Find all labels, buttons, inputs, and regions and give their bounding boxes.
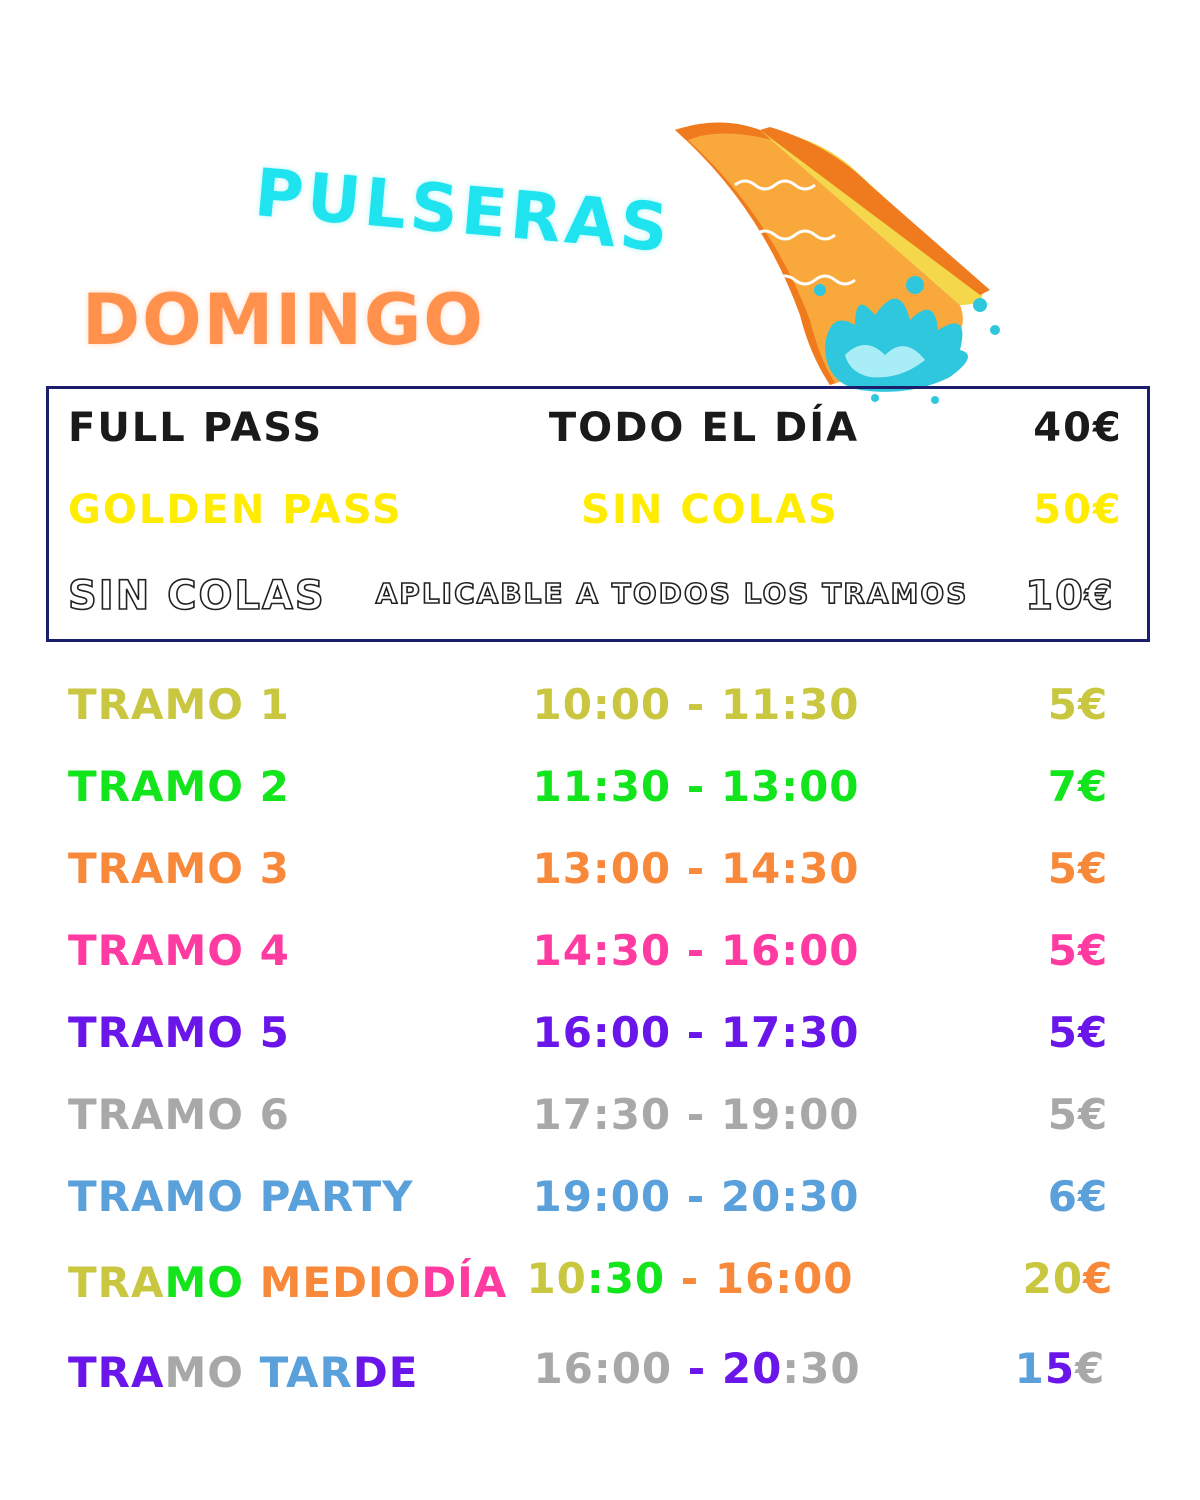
- tramo-name: TRAMO TARDE: [68, 1352, 418, 1394]
- tramo-price-segment: 5: [1044, 1344, 1076, 1393]
- tramo-price: 5€: [1047, 680, 1109, 729]
- tramo-name-segment: MEDIO: [259, 1258, 422, 1307]
- pass-price: 40€: [1033, 405, 1123, 451]
- tramo-name: TRAMO PARTY: [68, 1172, 414, 1221]
- tramo-time: 14:30 - 16:00: [532, 926, 860, 975]
- tramo-name-segment: TRA: [68, 1348, 165, 1397]
- tramo-time: 13:00 - 14:30: [532, 844, 860, 893]
- tramo-time-segment: :30: [782, 1344, 861, 1393]
- tramo-price: 15€: [1015, 1348, 1106, 1390]
- tramo-price: 5€: [1047, 1008, 1109, 1057]
- water-slide-splash-icon: [675, 122, 1000, 404]
- title-domingo: DOMINGO: [82, 279, 485, 361]
- tramo-time-segment: - 16:00: [665, 1254, 854, 1303]
- tramo-time-segment: 10: [526, 1254, 587, 1303]
- tramo-name: TRAMO 6: [68, 1090, 290, 1139]
- pass-price: 10€: [1024, 573, 1115, 619]
- tramo-time-segment: 20: [721, 1344, 783, 1393]
- tramo-time: 10:30 - 16:00: [526, 1258, 853, 1300]
- passes-box: [46, 386, 1150, 642]
- tramo-name-segment: DÍA: [421, 1258, 508, 1307]
- tramo-name: TRAMO MEDIODÍA: [68, 1262, 507, 1304]
- pass-name: GOLDEN PASS: [68, 487, 403, 533]
- pass-desc: TODO EL DÍA: [548, 405, 860, 451]
- tramo-name-segment: TRA: [68, 1258, 165, 1307]
- pass-desc: SIN COLAS: [581, 487, 839, 533]
- tramo-price: 5€: [1047, 926, 1109, 975]
- tramo-time-segment: 16:00: [533, 1344, 673, 1393]
- tramo-name-segment: MO: [164, 1348, 260, 1397]
- title-pulseras: PULSERAS: [251, 154, 675, 268]
- tramo-name: TRAMO 1: [68, 680, 290, 729]
- tramo-price-segment: €: [1083, 1254, 1114, 1303]
- tramo-name: TRAMO 3: [68, 844, 290, 893]
- tramo-name: TRAMO 2: [68, 762, 290, 811]
- tramo-name-segment: DE: [352, 1348, 419, 1397]
- tramo-price: 5€: [1047, 844, 1109, 893]
- tramo-time: 17:30 - 19:00: [532, 1090, 860, 1139]
- tramo-price: 6€: [1047, 1172, 1109, 1221]
- tramo-time-segment: :30: [586, 1254, 666, 1303]
- tramo-time: 16:00 - 17:30: [532, 1008, 860, 1057]
- tramo-name: TRAMO 4: [68, 926, 290, 975]
- tramo-time: 19:00 - 20:30: [532, 1172, 860, 1221]
- tramo-price-segment: 20: [1022, 1254, 1084, 1303]
- tramo-name-segment: MO: [164, 1258, 260, 1307]
- tramo-time-segment: -: [672, 1344, 722, 1393]
- tramo-price-segment: €: [1075, 1344, 1106, 1393]
- tramo-price: 7€: [1047, 762, 1109, 811]
- tramo-price: 5€: [1047, 1090, 1109, 1139]
- tramo-name: TRAMO 5: [68, 1008, 290, 1057]
- pass-name: FULL PASS: [68, 405, 324, 451]
- tramo-price-segment: 1: [1014, 1344, 1045, 1393]
- tramo-price: 20€: [1023, 1258, 1114, 1300]
- pass-price: 50€: [1033, 487, 1123, 533]
- pass-desc: APLICABLE A TODOS LOS TRAMOS: [375, 577, 969, 610]
- pass-name: SIN COLAS: [67, 573, 326, 619]
- tramo-name-segment: TAR: [259, 1348, 353, 1397]
- tramo-time: 11:30 - 13:00: [532, 762, 860, 811]
- tramo-time: 16:00 - 20:30: [533, 1348, 860, 1390]
- tramo-time: 10:00 - 11:30: [532, 680, 860, 729]
